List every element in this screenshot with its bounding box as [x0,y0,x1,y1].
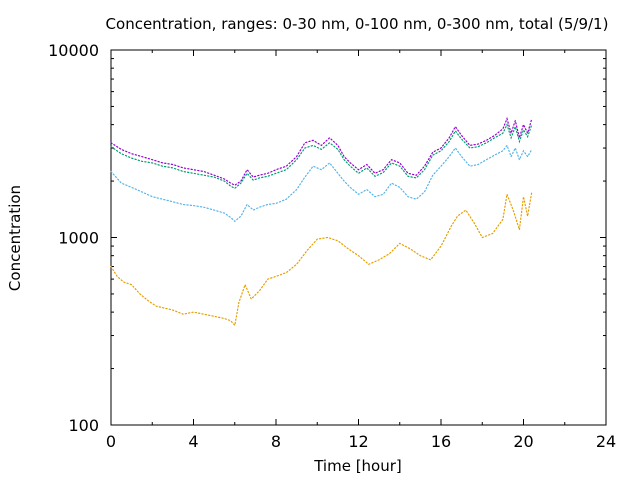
chart-title: Concentration, ranges: 0-30 nm, 0-100 nm… [106,15,609,33]
series-line-4 [110,191,533,327]
x-tick-label: 0 [106,432,116,451]
series-group [110,116,533,327]
x-tick-label: 24 [596,432,616,451]
axis-ticks: 0 4 8 12 16 20 24 100 1000 10000 [48,41,616,451]
series-line-2 [110,122,533,190]
y-axis-label: Concentration [6,185,24,291]
y-tick-label: 100 [68,416,99,435]
series-line-3 [110,144,533,223]
x-tick-label: 16 [431,432,451,451]
x-tick-label: 4 [188,432,198,451]
y-tick-label: 10000 [48,41,99,60]
x-axis-label: Time [hour] [313,457,402,475]
series-line-1 [110,116,533,186]
x-tick-label: 12 [348,432,368,451]
plot-frame [110,49,607,426]
y-tick-label: 1000 [58,229,99,248]
x-tick-label: 8 [271,432,281,451]
x-tick-label: 20 [513,432,533,451]
